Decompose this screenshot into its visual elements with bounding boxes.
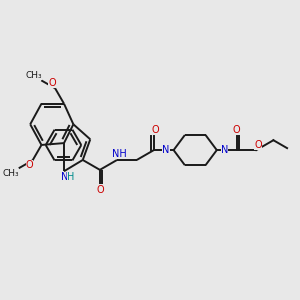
Text: NH: NH [112,149,126,159]
Text: O: O [233,125,240,135]
Text: CH₃: CH₃ [2,169,19,178]
Text: CH₃: CH₃ [25,71,42,80]
Text: N: N [162,145,170,155]
Text: N: N [61,172,69,182]
Text: O: O [254,140,262,150]
Text: O: O [151,125,159,135]
Text: N: N [221,145,228,155]
Text: H: H [67,172,75,182]
Text: O: O [48,78,56,88]
Text: O: O [26,160,33,170]
Text: O: O [96,184,104,195]
